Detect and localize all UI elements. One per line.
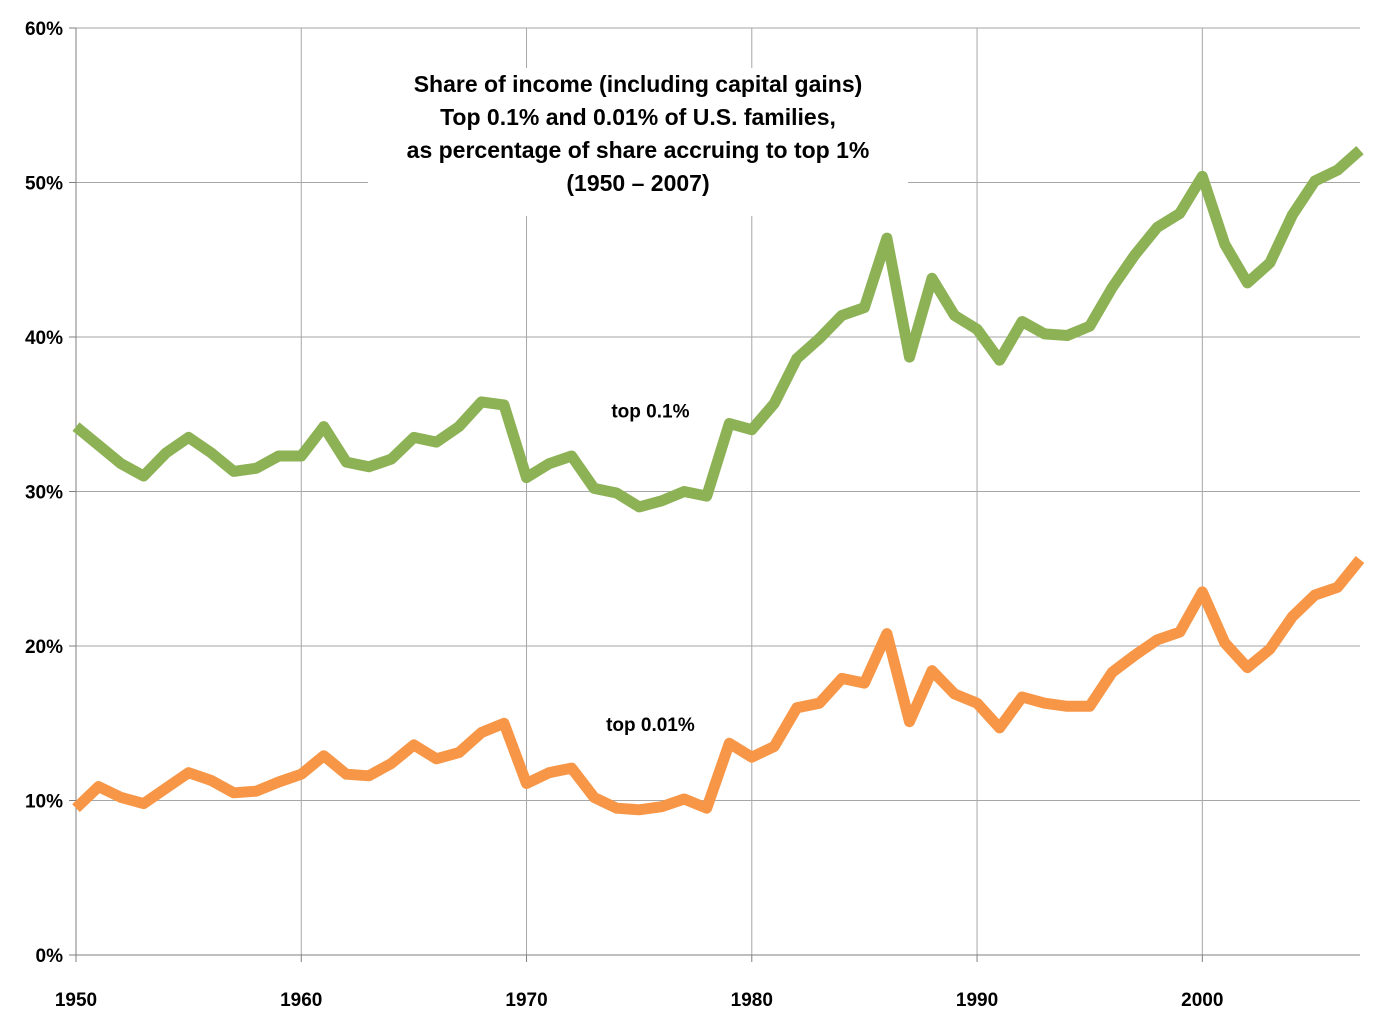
x-axis-ticks: 1950 1960 1970 1980 1990 2000: [55, 955, 1223, 1011]
series-label-top-0-01: top 0.01%: [606, 715, 695, 736]
chart-title-line-2: Top 0.1% and 0.01% of U.S. families,: [440, 104, 836, 130]
y-tick-label: 50%: [25, 174, 63, 195]
plot-axes: [75, 28, 1360, 956]
chart-title: Share of income (including capital gains…: [368, 68, 908, 216]
series-label-top-0-1: top 0.1%: [611, 401, 689, 422]
x-tick-label: 2000: [1181, 990, 1223, 1011]
y-tick-label: 20%: [25, 637, 63, 658]
chart-title-line-3: as percentage of share accruing to top 1…: [406, 137, 870, 163]
y-tick-label: 0%: [36, 946, 64, 967]
y-tick-label: 10%: [25, 792, 63, 813]
chart-title-line-1: Share of income (including capital gains…: [413, 71, 863, 97]
x-tick-label: 1990: [956, 990, 998, 1011]
y-tick-label: 60%: [25, 19, 63, 40]
y-tick-label: 30%: [25, 483, 63, 504]
series-line-top-0-1: [72, 145, 1364, 513]
x-tick-label: 1960: [280, 990, 322, 1011]
series-labels: top 0.1% top 0.01%: [606, 401, 695, 736]
x-tick-label: 1980: [731, 990, 773, 1011]
y-axis-ticks: 0% 10% 20% 30% 40% 50% 60%: [25, 19, 76, 967]
series-lines: [72, 145, 1365, 816]
series-line-top-0-01: [72, 556, 1365, 816]
chart-title-line-4: (1950 – 2007): [566, 170, 710, 196]
x-tick-label: 1970: [505, 990, 547, 1011]
y-tick-label: 40%: [25, 328, 63, 349]
x-tick-label: 1950: [55, 990, 97, 1011]
